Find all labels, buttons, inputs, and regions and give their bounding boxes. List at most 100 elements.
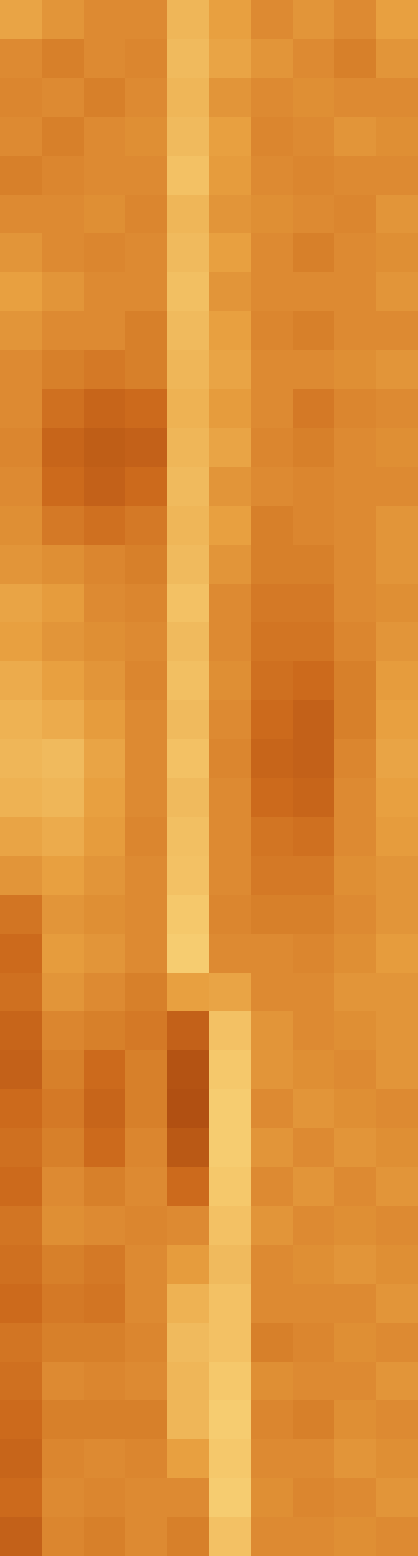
- cell: [209, 739, 251, 778]
- cell: [42, 467, 84, 506]
- cell: [376, 622, 418, 661]
- cell: [84, 1089, 126, 1128]
- cell: [251, 700, 293, 739]
- cell: [167, 622, 209, 661]
- cell: [42, 1206, 84, 1245]
- cell: [209, 1089, 251, 1128]
- cell: [125, 1167, 167, 1206]
- cell: [167, 117, 209, 156]
- cell: [376, 895, 418, 934]
- cell: [209, 506, 251, 545]
- cell: [376, 739, 418, 778]
- cell: [42, 1128, 84, 1167]
- cell: [293, 817, 335, 856]
- cell: [334, 1400, 376, 1439]
- cell: [293, 428, 335, 467]
- cell: [209, 1478, 251, 1517]
- cell: [334, 545, 376, 584]
- cell: [251, 1128, 293, 1167]
- cell: [125, 1284, 167, 1323]
- cell: [334, 778, 376, 817]
- cell: [0, 506, 42, 545]
- cell: [293, 389, 335, 428]
- cell: [376, 156, 418, 195]
- cell: [84, 1323, 126, 1362]
- heatmap: [0, 0, 418, 1556]
- cell: [293, 934, 335, 973]
- cell: [376, 1050, 418, 1089]
- cell: [167, 973, 209, 1012]
- cell: [84, 311, 126, 350]
- cell: [293, 856, 335, 895]
- cell: [209, 661, 251, 700]
- cell: [376, 39, 418, 78]
- cell: [0, 467, 42, 506]
- cell: [125, 78, 167, 117]
- cell: [84, 117, 126, 156]
- cell: [0, 1050, 42, 1089]
- cell: [334, 1362, 376, 1401]
- cell: [376, 584, 418, 623]
- cell: [334, 661, 376, 700]
- cell: [84, 934, 126, 973]
- cell: [42, 817, 84, 856]
- cell: [0, 350, 42, 389]
- cell: [125, 622, 167, 661]
- cell: [293, 233, 335, 272]
- cell: [84, 78, 126, 117]
- cell: [167, 1478, 209, 1517]
- cell: [84, 195, 126, 234]
- cell: [334, 1089, 376, 1128]
- cell: [334, 78, 376, 117]
- cell: [84, 700, 126, 739]
- cell: [167, 506, 209, 545]
- cell: [167, 39, 209, 78]
- cell: [42, 622, 84, 661]
- cell: [251, 545, 293, 584]
- cell: [209, 778, 251, 817]
- cell: [376, 856, 418, 895]
- cell: [376, 1400, 418, 1439]
- cell: [167, 934, 209, 973]
- cell: [0, 1323, 42, 1362]
- cell: [209, 1323, 251, 1362]
- cell: [0, 389, 42, 428]
- cell: [84, 817, 126, 856]
- cell: [293, 156, 335, 195]
- cell: [251, 1323, 293, 1362]
- cell: [0, 0, 42, 39]
- cell: [209, 1284, 251, 1323]
- cell: [125, 195, 167, 234]
- cell: [209, 1011, 251, 1050]
- cell: [84, 156, 126, 195]
- cell: [125, 1439, 167, 1478]
- cell: [293, 78, 335, 117]
- cell: [209, 1362, 251, 1401]
- cell: [251, 1089, 293, 1128]
- cell: [0, 1284, 42, 1323]
- cell: [376, 389, 418, 428]
- cell: [209, 856, 251, 895]
- cell: [125, 1089, 167, 1128]
- cell: [42, 778, 84, 817]
- cell: [334, 1245, 376, 1284]
- cell: [376, 428, 418, 467]
- cell: [42, 1439, 84, 1478]
- cell: [167, 350, 209, 389]
- cell: [125, 272, 167, 311]
- cell: [125, 1206, 167, 1245]
- cell: [84, 467, 126, 506]
- cell: [293, 1400, 335, 1439]
- cell: [251, 195, 293, 234]
- cell: [334, 1011, 376, 1050]
- cell: [376, 817, 418, 856]
- cell: [42, 584, 84, 623]
- cell: [84, 389, 126, 428]
- cell: [84, 1011, 126, 1050]
- cell: [167, 1439, 209, 1478]
- cell: [334, 1128, 376, 1167]
- cell: [42, 1400, 84, 1439]
- cell: [376, 350, 418, 389]
- cell: [334, 739, 376, 778]
- cell: [167, 1517, 209, 1556]
